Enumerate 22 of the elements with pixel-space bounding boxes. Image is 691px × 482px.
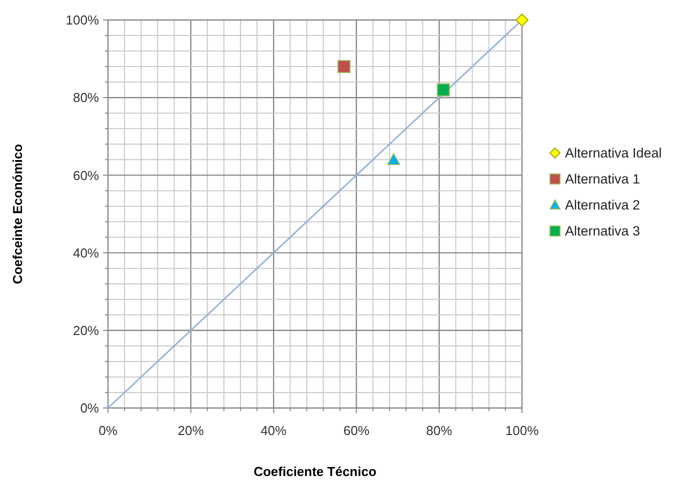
y-tick-label: 60% — [72, 168, 100, 183]
x-tick-label: 60% — [343, 423, 370, 438]
x-tick-label: 100% — [505, 423, 540, 438]
x-axis-title: Coeficiente Técnico — [254, 464, 376, 479]
x-tick-label: 0% — [98, 423, 118, 438]
point — [516, 14, 528, 26]
y-tick-label: 100% — [66, 12, 100, 28]
y-tick-label: 0% — [80, 400, 100, 416]
legend-label: Alternativa 2 — [565, 198, 640, 213]
legend-label: Alternativa 3 — [565, 224, 640, 239]
y-tick-label: 20% — [72, 322, 100, 338]
x-tick-label: 80% — [426, 423, 453, 438]
point — [387, 153, 400, 165]
y-tick-label: 80% — [72, 90, 100, 106]
point — [436, 83, 450, 96]
x-tick-label: 40% — [260, 423, 288, 438]
legend-label: Alternativa Ideal — [565, 146, 662, 161]
y-axis-title: Coefceinte Económico — [10, 144, 25, 284]
legend-label: Alternativa 1 — [565, 172, 640, 187]
y-tick-label: 40% — [72, 245, 100, 260]
point — [337, 60, 350, 74]
x-tick-label: 20% — [178, 423, 204, 438]
